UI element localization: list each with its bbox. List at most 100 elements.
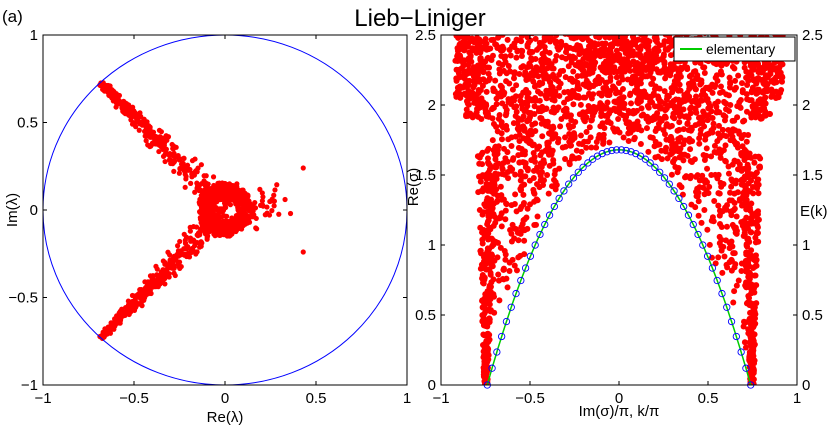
elementary-marker xyxy=(550,202,558,211)
eigen-point xyxy=(522,105,529,112)
eigen-point xyxy=(710,35,717,38)
eigen-point xyxy=(485,77,492,84)
eigen-point xyxy=(477,55,484,62)
eigen-point xyxy=(758,35,761,36)
eigen-point-arm xyxy=(203,203,209,209)
eigen-point xyxy=(533,46,540,53)
eigen-point xyxy=(723,91,730,98)
eigen-point-edge xyxy=(487,296,494,303)
eigen-point xyxy=(682,26,688,32)
eigen-point-arm xyxy=(144,286,151,292)
eigen-point-edge xyxy=(747,326,754,333)
left-y-ticks: −1 −0.5 0 0.5 1 xyxy=(8,27,407,394)
eigen-point xyxy=(694,185,701,192)
eigen-point xyxy=(695,198,702,205)
eigen-point xyxy=(718,236,725,243)
eigen-point-arm xyxy=(206,212,212,218)
eigen-point xyxy=(698,219,705,226)
eigen-point-arm xyxy=(198,207,204,213)
eigen-point xyxy=(658,147,665,154)
eigen-point-edge xyxy=(481,340,488,347)
eigen-point xyxy=(745,132,752,139)
x-tick-label: 1 xyxy=(403,390,411,407)
eigen-point xyxy=(577,132,584,139)
eigen-point xyxy=(723,223,730,230)
eigen-point-arm xyxy=(182,184,188,190)
eigen-point xyxy=(717,89,724,96)
eigen-point xyxy=(562,143,569,150)
eigen-point xyxy=(777,62,784,69)
eigen-point xyxy=(588,144,595,151)
eigen-point xyxy=(608,107,615,114)
eigen-point xyxy=(668,146,675,153)
eigen-point xyxy=(582,94,589,101)
eigen-point xyxy=(701,35,704,36)
eigen-point xyxy=(488,37,495,44)
eigen-point-edge xyxy=(749,183,756,190)
eigen-point xyxy=(520,191,527,198)
eigen-point xyxy=(502,216,509,223)
eigen-point-edge xyxy=(487,162,494,169)
eigen-point xyxy=(651,113,658,120)
eigen-point xyxy=(733,213,740,220)
eigen-point xyxy=(502,155,509,162)
eigen-point xyxy=(704,179,711,186)
eigen-point xyxy=(643,125,650,132)
eigen-point-outer xyxy=(269,198,275,204)
eigen-point xyxy=(694,193,701,200)
eigen-point xyxy=(637,25,643,31)
eigen-point-arm xyxy=(211,220,217,226)
eigen-point xyxy=(527,37,534,44)
eigen-point xyxy=(490,120,497,127)
eigen-point-outer xyxy=(271,203,277,209)
eigen-point xyxy=(735,277,742,284)
x-tick-label: −0.5 xyxy=(119,390,149,407)
eigen-point-arm xyxy=(139,119,145,125)
eigen-point xyxy=(687,105,694,112)
eigen-point-edge xyxy=(492,156,499,163)
eigen-point-arm xyxy=(218,214,224,220)
eigen-point-arm xyxy=(156,148,162,155)
elementary-marker xyxy=(531,241,539,249)
eigen-point xyxy=(508,230,515,237)
eigen-point xyxy=(546,162,553,169)
eigen-point xyxy=(771,79,778,86)
eigen-point-edge xyxy=(484,221,491,228)
eigen-point xyxy=(642,41,649,48)
eigen-point-arm xyxy=(132,299,138,305)
eigen-point xyxy=(499,62,506,69)
eigen-point xyxy=(500,266,507,273)
eigen-point xyxy=(575,154,582,161)
eigen-point-arm xyxy=(208,225,214,231)
eigen-point-arm xyxy=(181,168,187,174)
eigen-point-outer xyxy=(246,205,252,211)
elementary-marker xyxy=(718,289,726,298)
eigen-point xyxy=(702,136,709,143)
eigen-point xyxy=(625,125,632,132)
eigen-point xyxy=(687,28,693,34)
eigen-point xyxy=(593,144,600,151)
eigen-point xyxy=(520,89,527,96)
eigen-point xyxy=(567,91,574,98)
eigen-point xyxy=(557,68,564,75)
eigen-point-arm xyxy=(106,324,113,330)
eigen-point-edge xyxy=(748,229,755,236)
left-x-axis-label: Re(λ) xyxy=(207,409,244,426)
eigen-point-arm xyxy=(177,238,183,245)
eigen-point xyxy=(604,118,611,125)
eigen-point xyxy=(562,35,569,37)
eigen-point xyxy=(475,89,482,96)
eigen-point xyxy=(588,117,595,124)
eigen-point xyxy=(699,172,706,179)
eigen-point xyxy=(520,135,527,142)
eigen-point xyxy=(514,229,521,236)
eigen-point-arm xyxy=(221,196,227,202)
eigen-point xyxy=(530,27,536,33)
eigen-point xyxy=(731,117,738,124)
eigen-point xyxy=(680,157,687,164)
eigen-point xyxy=(676,87,683,94)
eigen-point xyxy=(562,134,569,141)
eigen-point xyxy=(517,97,524,104)
x-tick-label: 1 xyxy=(793,390,801,407)
eigen-point xyxy=(731,288,738,295)
